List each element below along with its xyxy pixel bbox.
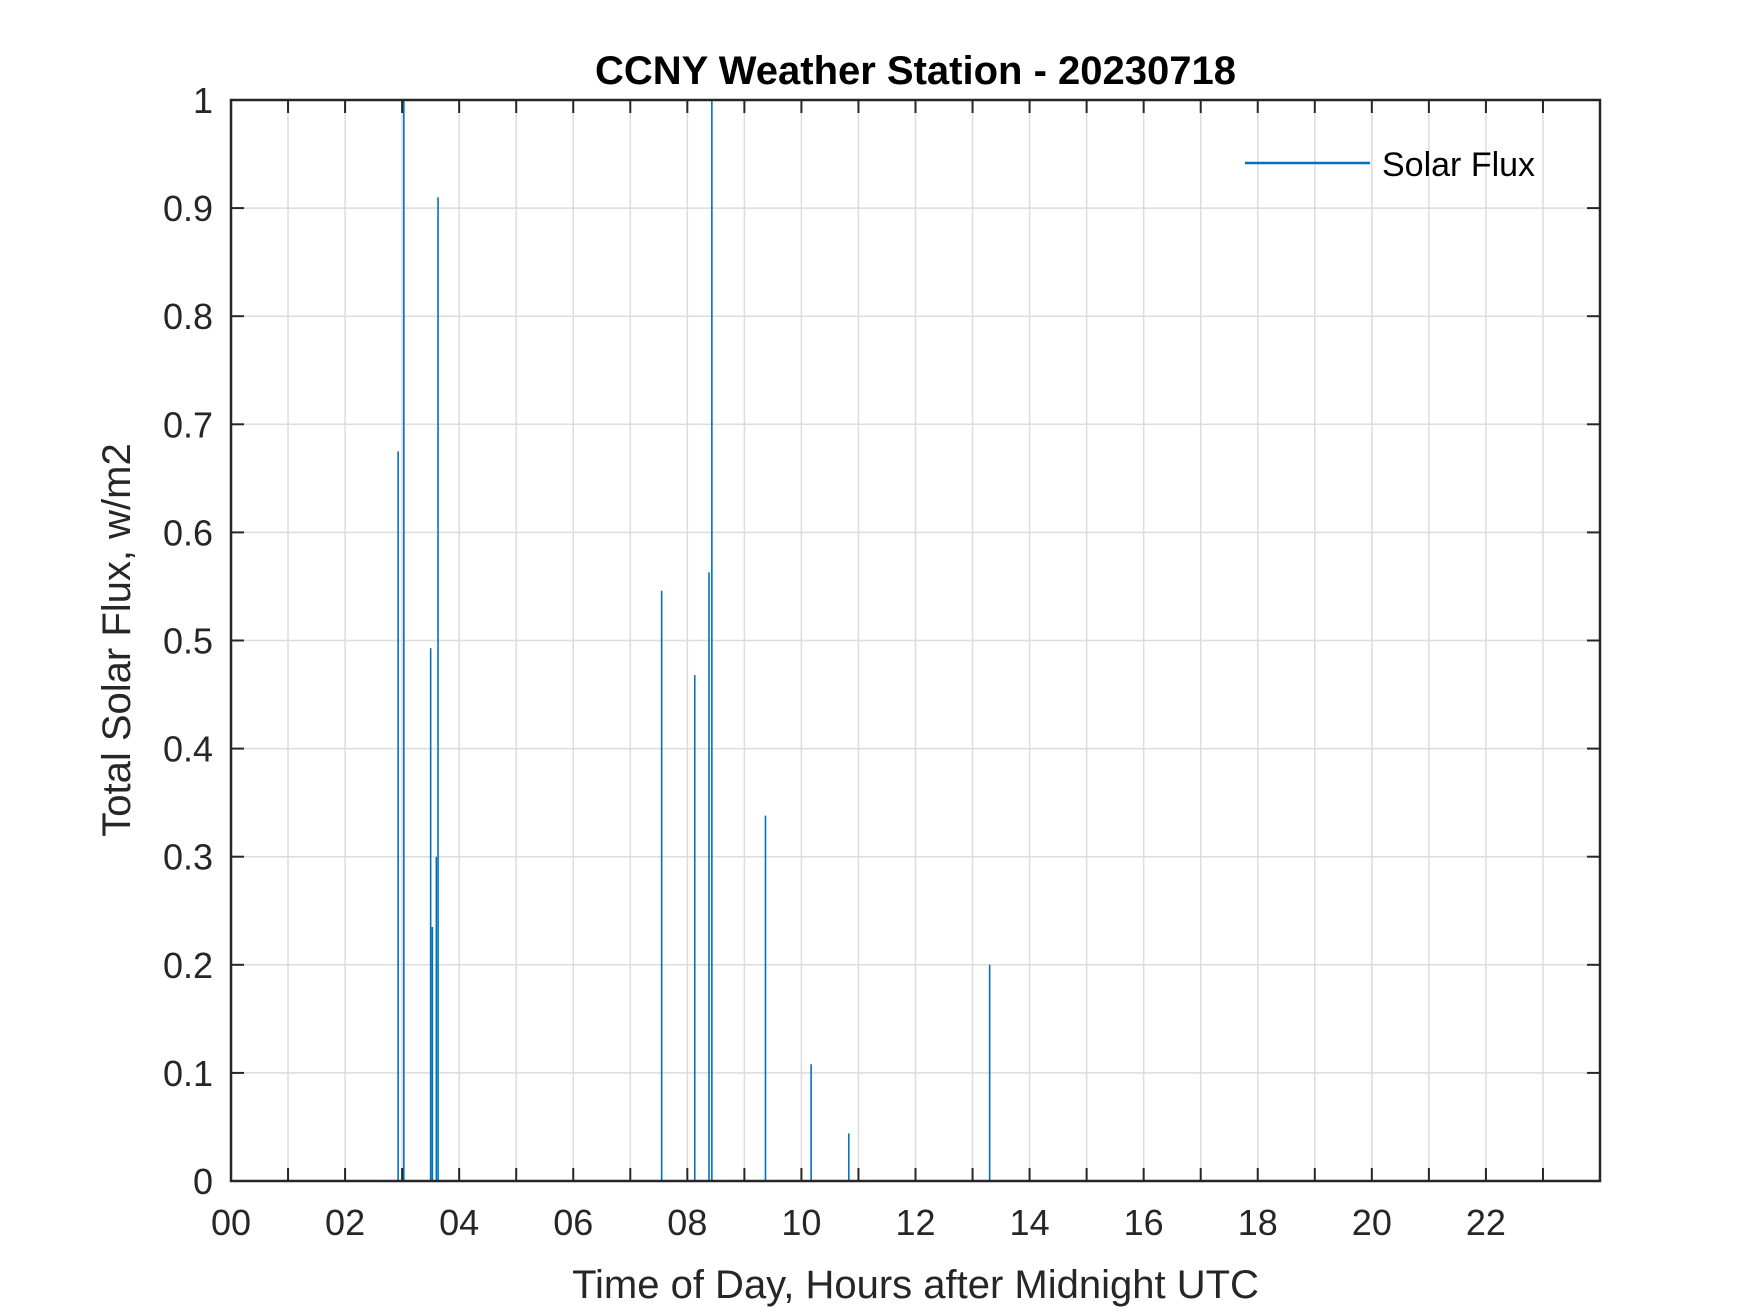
- tick-marks: [230, 99, 1600, 1182]
- x-axis-title: Time of Day, Hours after Midnight UTC: [572, 1263, 1259, 1307]
- x-tick-label: 20: [1352, 1202, 1392, 1243]
- y-tick-label: 1: [193, 80, 213, 121]
- x-tick-label: 22: [1466, 1202, 1506, 1243]
- x-tick-label: 06: [553, 1202, 593, 1243]
- x-tick-label: 08: [667, 1202, 707, 1243]
- y-tick-label: 0.8: [163, 296, 213, 337]
- x-tick-label: 12: [895, 1202, 935, 1243]
- y-tick-label: 0.1: [163, 1053, 213, 1094]
- y-tick-label: 0: [193, 1161, 213, 1202]
- y-tick-label: 0.6: [163, 512, 213, 553]
- x-tick-label: 18: [1238, 1202, 1278, 1243]
- legend: Solar Flux: [1245, 146, 1535, 184]
- x-tick-label: 10: [781, 1202, 821, 1243]
- x-tick-label: 14: [1010, 1202, 1050, 1243]
- x-tick-label: 04: [439, 1202, 479, 1243]
- y-tick-label: 0.2: [163, 945, 213, 986]
- y-tick-label: 0.7: [163, 404, 213, 445]
- x-tick-labels: 00 02 04 06 08 10 12 14 16 18 20 22: [211, 1202, 1506, 1243]
- y-tick-label: 0.5: [163, 621, 213, 662]
- y-tick-labels: 0 0.1 0.2 0.3 0.4 0.5 0.6 0.7 0.8 0.9 1: [163, 80, 213, 1202]
- y-grid-lines: [231, 207, 1600, 1074]
- x-tick-label: 00: [211, 1202, 251, 1243]
- y-tick-label: 0.4: [163, 729, 213, 770]
- y-tick-label: 0.3: [163, 837, 213, 878]
- y-tick-label: 0.9: [163, 188, 213, 229]
- legend-label-solar-flux: Solar Flux: [1382, 146, 1535, 184]
- x-tick-label: 16: [1124, 1202, 1164, 1243]
- y-axis-title: Total Solar Flux, w/m2: [95, 443, 139, 836]
- chart-title: CCNY Weather Station - 20230718: [595, 49, 1236, 93]
- x-tick-label: 02: [325, 1202, 365, 1243]
